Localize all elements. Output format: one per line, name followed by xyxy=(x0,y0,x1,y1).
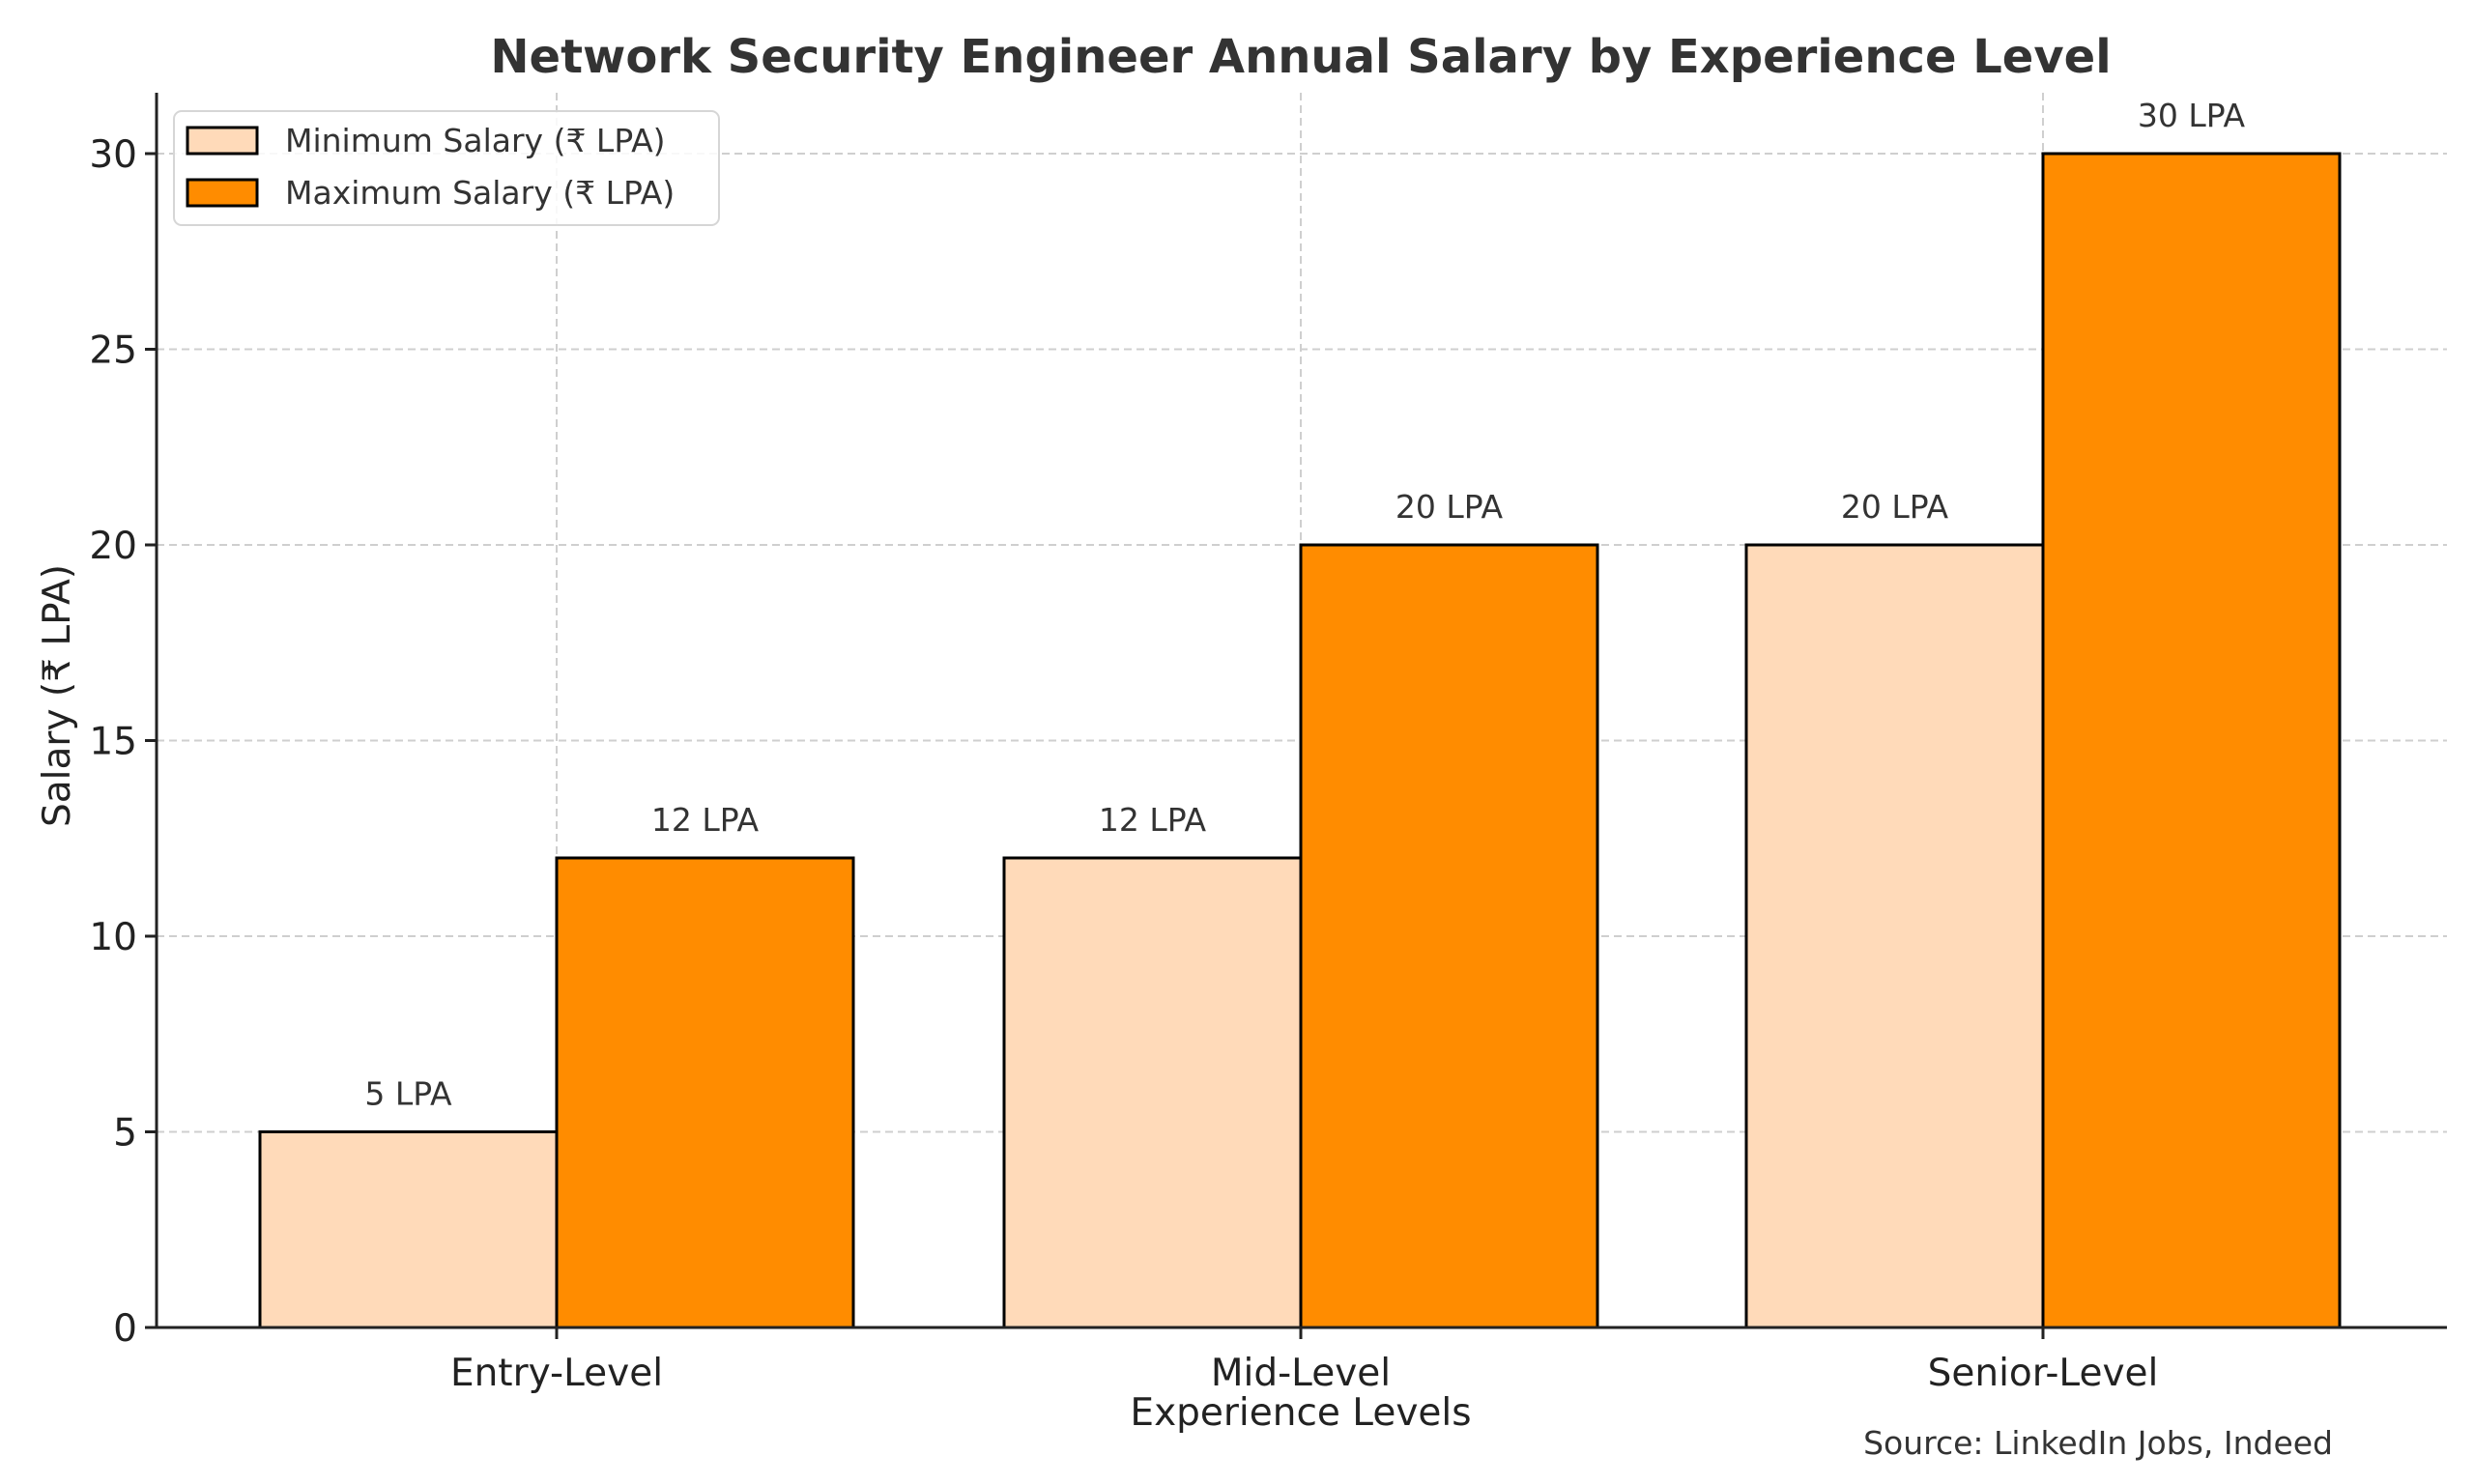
y-tick-label: 20 xyxy=(89,525,137,568)
chart-title: Network Security Engineer Annual Salary … xyxy=(490,30,2111,84)
data-label: 5 LPA xyxy=(364,1075,452,1113)
bar-maximum-0 xyxy=(555,856,855,1329)
x-ticks: Entry-Level Mid-Level Senior-Level xyxy=(450,1327,2158,1395)
data-label: 12 LPA xyxy=(651,801,760,839)
bar-maximum-2 xyxy=(2041,152,2342,1329)
data-label: 30 LPA xyxy=(2138,97,2246,134)
data-label: 12 LPA xyxy=(1099,801,1207,839)
source-annotation: Source: LinkedIn Jobs, Indeed xyxy=(1863,1424,2333,1462)
y-ticks: 0 5 10 15 20 25 30 xyxy=(89,133,157,1351)
y-tick-label: 5 xyxy=(113,1112,137,1156)
x-tick-label: Senior-Level xyxy=(1928,1352,2159,1395)
legend-swatch-minimum xyxy=(186,126,259,156)
y-tick-label: 25 xyxy=(89,329,137,373)
data-labels: 5 LPA 12 LPA 20 LPA 12 LPA 20 LPA 30 LPA xyxy=(364,97,2245,1113)
bar-maximum-1 xyxy=(1299,543,1599,1329)
x-tick-label: Entry-Level xyxy=(450,1352,663,1395)
x-axis-label: Experience Levels xyxy=(1130,1391,1471,1435)
bars-layer xyxy=(258,152,2342,1329)
y-axis-label: Salary (₹ LPA) xyxy=(36,564,79,827)
y-tick-label: 10 xyxy=(89,916,137,959)
legend-label-maximum: Maximum Salary (₹ LPA) xyxy=(285,174,675,212)
y-tick-label: 30 xyxy=(89,133,137,177)
legend-swatch-maximum xyxy=(186,178,259,208)
legend-frame xyxy=(173,110,720,226)
legend: Minimum Salary (₹ LPA) Maximum Salary (₹… xyxy=(173,110,720,226)
bar-minimum-2 xyxy=(1744,543,2045,1329)
bar-minimum-1 xyxy=(1002,856,1303,1329)
y-tick-label: 0 xyxy=(113,1307,137,1351)
legend-label-minimum: Minimum Salary (₹ LPA) xyxy=(285,122,666,159)
data-label: 20 LPA xyxy=(1841,488,1949,526)
y-tick-label: 15 xyxy=(89,721,137,764)
x-tick-label: Mid-Level xyxy=(1211,1352,1391,1395)
bar-minimum-0 xyxy=(258,1130,559,1329)
data-label: 20 LPA xyxy=(1395,488,1504,526)
